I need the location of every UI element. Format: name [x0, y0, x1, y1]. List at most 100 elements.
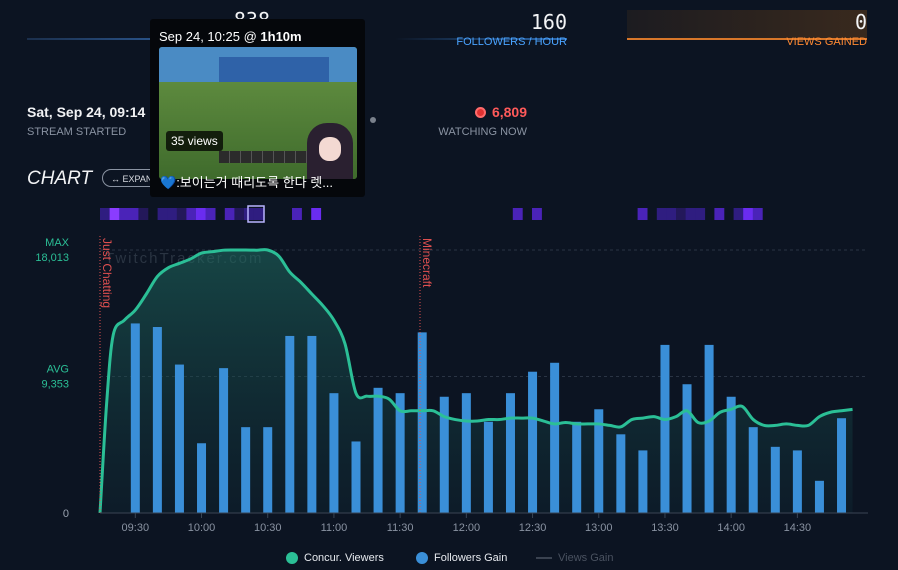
followers-bar[interactable]: [439, 396, 449, 513]
heat-cell[interactable]: [733, 208, 744, 220]
followers-bar[interactable]: [329, 393, 339, 513]
heat-cell[interactable]: [676, 208, 686, 220]
followers-bar[interactable]: [152, 327, 162, 513]
heat-cell[interactable]: [138, 208, 149, 220]
followers-bar[interactable]: [373, 387, 383, 513]
followers-bar[interactable]: [682, 384, 692, 513]
stream-tooltip: Sep 24, 10:25 @ 1h10m 35 views 💙:보이는거 때리…: [150, 19, 365, 197]
followers-bar[interactable]: [285, 335, 295, 513]
followers-bar[interactable]: [638, 450, 648, 513]
followers-bar[interactable]: [594, 409, 604, 513]
stream-started: Sat, Sep 24, 09:14 STREAM STARTED: [27, 104, 145, 138]
followers-bar[interactable]: [814, 480, 824, 513]
heat-cell[interactable]: [244, 208, 254, 220]
legend-item[interactable]: Views Gain: [536, 552, 613, 564]
heat-cell[interactable]: [512, 208, 523, 220]
followers-bar[interactable]: [263, 427, 273, 513]
chart-title: CHART: [27, 168, 93, 189]
heat-cell[interactable]: [100, 208, 110, 220]
tooltip-title-text: :보이는거 때리도록 한다 렛...: [176, 175, 334, 190]
followers-bar[interactable]: [792, 450, 802, 513]
followers-bar[interactable]: [837, 418, 847, 513]
heat-cell[interactable]: [224, 208, 235, 220]
tooltip-time-text: Sep 24, 10:25 @: [159, 29, 257, 44]
tooltip-duration: 1h10m: [260, 29, 302, 44]
y-max-label: MAX: [45, 237, 70, 249]
followers-bar[interactable]: [241, 427, 251, 513]
activity-heat-strip[interactable]: [100, 208, 763, 220]
heat-cell[interactable]: [752, 208, 763, 220]
thumb-hotbar: [219, 151, 309, 163]
followers-bar[interactable]: [197, 443, 207, 513]
x-tick-label: 14:00: [717, 522, 745, 534]
heat-cell[interactable]: [292, 208, 302, 220]
legend-item[interactable]: Concur. Viewers: [286, 552, 384, 564]
followers-bar[interactable]: [748, 427, 758, 513]
followers-bar[interactable]: [483, 421, 493, 513]
followers-bar[interactable]: [704, 344, 714, 513]
views-gained-value: 0: [854, 10, 867, 34]
stream-thumbnail[interactable]: 35 views: [159, 47, 357, 179]
followers-bar[interactable]: [726, 396, 736, 513]
heat-cell[interactable]: [176, 208, 187, 220]
heat-cell[interactable]: [253, 208, 264, 220]
x-tick-label: 12:30: [519, 522, 547, 534]
heat-cell[interactable]: [666, 208, 677, 220]
heat-cell[interactable]: [109, 208, 120, 220]
followers-bar[interactable]: [572, 421, 582, 513]
followers-bar[interactable]: [616, 434, 626, 513]
heat-cell[interactable]: [637, 208, 648, 220]
legend-item[interactable]: Followers Gain: [416, 552, 507, 564]
views-gained-stat: 0 VIEWS GAINED: [627, 10, 867, 48]
heat-cell[interactable]: [695, 208, 706, 220]
heat-cell[interactable]: [119, 208, 130, 220]
watching-now-label: WATCHING NOW: [438, 126, 527, 138]
views-gained-glow: [627, 10, 867, 38]
heat-strip-selection[interactable]: [247, 205, 265, 223]
heat-cell[interactable]: [532, 208, 542, 220]
stream-started-value: Sat, Sep 24, 09:14: [27, 104, 146, 120]
heat-cell[interactable]: [743, 208, 754, 220]
stat-underline-left: [27, 38, 197, 40]
thumbnail-views-badge: 35 views: [166, 131, 223, 151]
heat-cell[interactable]: [128, 208, 139, 220]
followers-bar[interactable]: [307, 335, 317, 513]
legend-swatch-icon: [416, 552, 428, 564]
viewers-chart: TwitchTracker.com Just Chatting Minecraft…: [35, 205, 868, 534]
live-dot-icon: [474, 107, 486, 118]
followers-bar[interactable]: [130, 323, 140, 513]
followers-bar[interactable]: [417, 332, 427, 513]
followers-bar[interactable]: [528, 371, 538, 513]
followers-bar[interactable]: [219, 368, 229, 513]
followers-bar[interactable]: [660, 344, 670, 513]
heat-cell[interactable]: [234, 208, 245, 220]
followers-bar[interactable]: [505, 393, 515, 513]
followers-bar[interactable]: [351, 441, 361, 513]
followers-bar[interactable]: [770, 446, 780, 513]
followers-per-hour-value: 160: [530, 10, 567, 34]
heat-cell[interactable]: [196, 208, 206, 220]
heat-cell[interactable]: [157, 208, 168, 220]
heat-cell[interactable]: [205, 208, 216, 220]
x-tick-label: 11:00: [321, 522, 348, 534]
legend-swatch-icon: [286, 552, 298, 564]
followers-bar[interactable]: [461, 393, 471, 513]
x-tick-label: 13:30: [651, 522, 679, 534]
x-tick-label: 10:00: [188, 522, 216, 534]
heat-cell[interactable]: [656, 208, 667, 220]
heat-cell[interactable]: [186, 208, 197, 220]
y-max-value: 18,013: [35, 252, 69, 264]
followers-bar[interactable]: [395, 393, 405, 513]
stream-started-label: STREAM STARTED: [27, 126, 127, 138]
views-gained-label: VIEWS GAINED: [786, 36, 867, 48]
heat-cell[interactable]: [167, 208, 178, 220]
heat-cell[interactable]: [714, 208, 725, 220]
followers-bar[interactable]: [550, 362, 560, 513]
heart-icon: 💙: [160, 175, 177, 190]
stat-underline-views: [627, 38, 867, 40]
followers-bar[interactable]: [174, 364, 184, 513]
followers-per-hour-label: FOLLOWERS / HOUR: [456, 36, 567, 48]
heat-cell[interactable]: [685, 208, 696, 220]
game-marker-label: Minecraft: [420, 238, 434, 288]
heat-cell[interactable]: [311, 208, 322, 220]
